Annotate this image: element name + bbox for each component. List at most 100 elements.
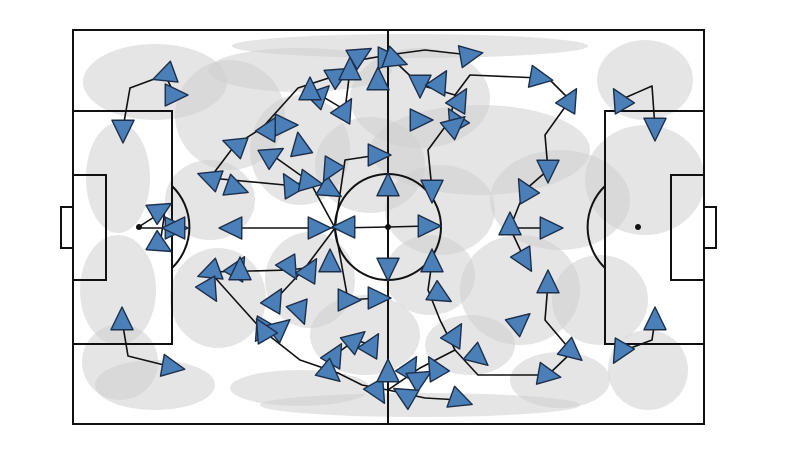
movement-arrow xyxy=(509,245,533,272)
zone-ellipse xyxy=(260,393,580,417)
movement-arrow xyxy=(536,269,560,294)
zone-ellipse xyxy=(585,125,705,235)
movement-arrow xyxy=(111,119,135,144)
movement-arrow xyxy=(367,286,392,310)
zone-ellipse xyxy=(86,123,150,233)
zone-ellipse xyxy=(597,40,693,120)
movement-arrow xyxy=(164,83,189,107)
movement-arrow xyxy=(338,56,362,81)
movement-arrow xyxy=(376,358,400,383)
connector-line xyxy=(209,271,263,331)
movement-arrow xyxy=(322,155,346,182)
zone-ellipse xyxy=(80,235,156,345)
movement-arrow xyxy=(222,173,249,196)
movement-arrow xyxy=(285,298,308,325)
movement-arrow xyxy=(362,377,386,404)
right-penalty-arc xyxy=(586,185,606,269)
movement-arrow xyxy=(161,216,186,240)
movement-arrow xyxy=(425,279,452,303)
movement-arrow xyxy=(294,258,318,285)
movement-arrow xyxy=(315,174,342,198)
zone-ellipse xyxy=(552,255,648,345)
movement-arrow xyxy=(376,257,400,282)
connector-line xyxy=(387,49,471,56)
movement-arrow xyxy=(331,215,356,239)
movement-arrow xyxy=(527,64,554,88)
movement-arrow xyxy=(222,137,249,160)
movement-arrow xyxy=(420,179,444,204)
movement-arrow xyxy=(612,337,636,364)
movement-arrow xyxy=(444,88,468,115)
movement-arrow xyxy=(446,385,473,408)
movement-arrow xyxy=(381,45,408,68)
left-goal xyxy=(60,206,74,249)
movement-arrow xyxy=(145,202,172,226)
movement-arrow xyxy=(337,288,362,312)
connector-line xyxy=(121,319,173,368)
connector-line xyxy=(509,169,549,261)
movement-arrow xyxy=(274,113,299,137)
movement-arrow xyxy=(539,216,564,240)
movement-arrow xyxy=(356,333,380,360)
movement-arrow xyxy=(274,253,298,280)
movement-arrow xyxy=(408,74,432,99)
movement-arrow xyxy=(536,159,560,184)
movement-arrow xyxy=(612,88,636,115)
movement-arrow xyxy=(405,370,432,394)
movement-arrow xyxy=(439,323,463,350)
movement-arrow xyxy=(307,216,332,240)
left-penalty-arc xyxy=(171,185,191,269)
movement-arrow xyxy=(290,131,314,158)
movement-arrow xyxy=(462,341,489,367)
movement-arrow xyxy=(535,361,562,385)
movement-arrow xyxy=(643,306,667,331)
movement-arrow xyxy=(218,216,243,240)
movement-arrow xyxy=(417,214,442,238)
movement-arrow xyxy=(457,45,484,69)
movement-arrow xyxy=(329,98,353,125)
movement-arrow xyxy=(145,229,172,253)
movement-arrow xyxy=(257,147,284,171)
movement-arrow xyxy=(110,306,134,331)
movement-arrow xyxy=(517,178,541,205)
movement-arrow xyxy=(367,143,392,167)
movement-arrow xyxy=(420,248,444,273)
movement-arrow xyxy=(314,357,341,383)
connector-line xyxy=(261,74,339,129)
movement-arrow xyxy=(424,70,448,97)
movement-arrow xyxy=(259,288,283,315)
movement-arrows xyxy=(110,45,667,411)
movement-arrow xyxy=(409,108,434,132)
movement-arrow xyxy=(439,115,466,141)
connector-line xyxy=(334,154,379,229)
connector-line xyxy=(544,77,571,171)
movement-arrow xyxy=(159,353,186,377)
zone-ellipse xyxy=(460,235,580,345)
zone-ellipse xyxy=(95,360,215,410)
movement-arrow xyxy=(197,170,224,193)
movement-arrow xyxy=(339,330,366,356)
movement-arrow xyxy=(255,318,279,345)
movement-arrow xyxy=(643,117,667,142)
movement-arrow xyxy=(427,356,451,383)
movement-arrow xyxy=(393,387,420,411)
movement-arrow xyxy=(318,248,342,273)
right-goal xyxy=(703,206,717,249)
movement-arrow xyxy=(504,312,531,338)
movement-arrow xyxy=(282,173,306,200)
movement-arrow xyxy=(498,211,522,236)
zone-ellipse xyxy=(425,315,515,375)
movement-arrow xyxy=(556,336,583,362)
zone-ellipse xyxy=(170,248,266,348)
movement-arrow xyxy=(297,168,324,192)
zone-ellipse xyxy=(385,165,495,255)
connector-line xyxy=(419,349,549,376)
movement-arrow xyxy=(152,60,179,83)
movement-arrow xyxy=(376,172,400,197)
movement-arrow xyxy=(228,256,252,281)
movement-arrow xyxy=(345,47,372,71)
right-penalty-spot xyxy=(635,224,641,230)
movement-arrow xyxy=(298,76,322,101)
movement-arrow xyxy=(554,88,578,115)
